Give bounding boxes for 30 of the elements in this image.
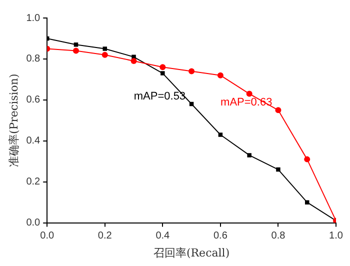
y-tick-label: 1.0 [26, 12, 41, 24]
point [102, 46, 108, 51]
point [160, 71, 165, 76]
point [276, 167, 280, 172]
x-tick-label: 0.8 [271, 230, 286, 242]
point [72, 48, 79, 54]
point [160, 64, 166, 70]
x-axis-title: 召回率(Recall) [153, 246, 230, 260]
annotation: mAP=0.53 [134, 90, 186, 103]
y-tick-label: 0.0 [26, 218, 41, 229]
y-tick-label: 0.2 [26, 176, 41, 188]
y-tick-label: 0.8 [26, 54, 41, 65]
point [218, 132, 223, 137]
x-tick-label: 0.2 [98, 230, 112, 242]
point [247, 153, 252, 158]
point [130, 58, 137, 64]
x-tick-label: 0.4 [156, 230, 170, 242]
point [275, 107, 282, 114]
point [304, 156, 310, 162]
point [217, 72, 224, 78]
x-tick-label: 0.0 [40, 230, 54, 242]
y-axis-title: 准确率(Precision) [7, 74, 20, 168]
x-tick-label: 1.0 [329, 230, 344, 242]
point [102, 52, 108, 58]
point [304, 200, 310, 204]
x-tick-label: 0.6 [213, 230, 228, 242]
point [188, 68, 195, 74]
point [246, 90, 252, 97]
y-tick-label: 0.4 [26, 136, 41, 147]
y-tick-label: 0.6 [26, 94, 41, 106]
